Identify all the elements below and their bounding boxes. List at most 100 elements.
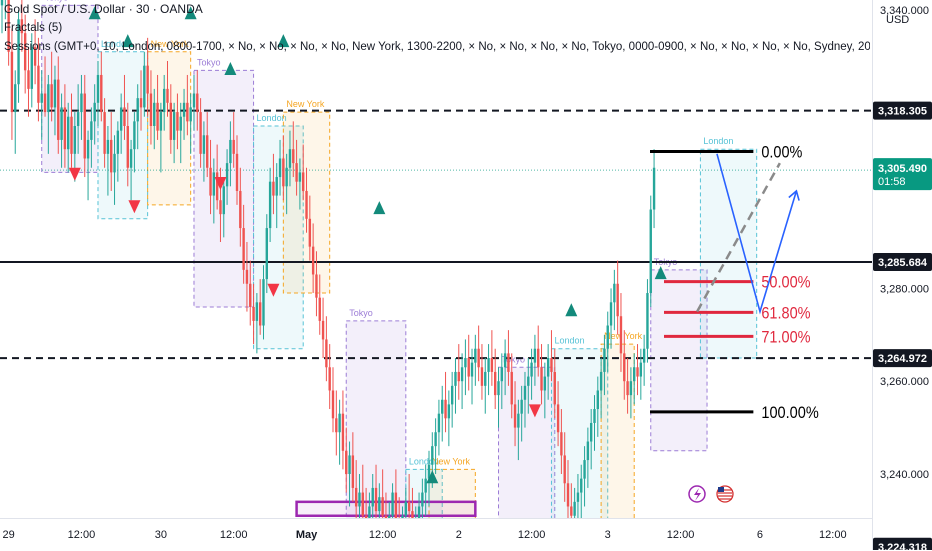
candle-body [517,413,520,428]
session-label: London [409,456,439,466]
candle-body [480,367,484,386]
candle-body [328,367,331,391]
session-box [600,343,635,540]
candle-body [441,399,444,414]
candle-body [318,297,321,321]
session-label: London [554,336,584,346]
candle-body [90,121,93,140]
candle-body [530,362,533,377]
candle-body [371,487,374,507]
candle-body [315,274,318,298]
candle-body [189,107,192,122]
candle-body [272,181,275,196]
candle-body [593,409,596,423]
candle-body [421,492,424,507]
candle-body [500,367,504,382]
candle-body [10,51,14,113]
candle-body [381,497,384,516]
candle-body [606,325,609,349]
candle-body [447,404,451,419]
fractal-up-marker [88,6,101,20]
candle-body [219,200,222,215]
candle-body [235,153,239,191]
candle-body [27,70,30,89]
candle-body [262,279,265,326]
candle-body [80,93,83,113]
candle-body [225,163,229,187]
candle-body [113,153,116,173]
candle-body [119,107,123,131]
candle-body [172,112,176,140]
candle-body [361,492,364,516]
candle-body [613,283,616,303]
candle-body [527,376,530,386]
candle-body [434,432,437,447]
candle-body [609,302,613,326]
fractal-up-marker [373,201,386,215]
projection-path [716,153,798,315]
candle-body [106,139,110,154]
session-box [253,125,304,350]
candle-body [533,348,537,363]
candle-body [341,413,345,451]
candle-body [603,348,606,372]
candles [0,0,656,550]
candle-body [20,19,24,34]
candle-body [351,455,355,488]
fractal-up-marker [565,303,578,317]
event-icons [688,485,734,503]
candle-body [394,492,398,521]
candle-body [33,47,37,66]
candle-body [493,371,497,396]
session-label: Tokyo [502,354,526,364]
candle-body [510,371,513,405]
candle-body [76,112,80,126]
candle-body [136,98,139,122]
candle-body [368,506,371,526]
candle-body [450,385,454,405]
candle-body [642,348,646,363]
candle-body [626,381,629,396]
candle-body [576,492,580,502]
candle-body [53,79,57,108]
candle-body [325,339,328,368]
candle-body [556,404,560,433]
candle-body [232,139,235,154]
candle-body [162,88,166,113]
candle-body [123,107,126,126]
candle-body [23,33,27,71]
candle-body [305,190,308,219]
fractals-indicator-label[interactable]: Fractals (5) [4,22,63,34]
candle-body [649,209,652,294]
candle-body [100,74,103,113]
candle-body [633,367,636,382]
sessions-indicator-label[interactable]: Sessions (GMT+0, 10, London, 0800-1700, … [4,41,870,53]
candle-body [67,116,70,150]
fractal-up-marker [184,6,197,20]
candle-body [338,413,341,433]
currency-label[interactable]: USD [886,14,910,26]
candle-body [93,102,96,122]
time-axis[interactable] [0,518,872,551]
candle-body [169,102,173,140]
candle-body [636,367,639,377]
candle-body [586,441,590,461]
candle-body [417,506,421,521]
candle-body [0,0,4,6]
candle-body [457,371,460,382]
session-label: London [257,113,287,123]
candle-body [470,362,474,377]
candle-body [73,126,77,154]
session-label: New York [151,39,190,49]
candle-body [407,501,411,512]
candle-body [242,228,245,270]
fib-level-label: 100.00% [761,403,818,422]
session-label: London [703,136,733,146]
candle-body [176,112,179,131]
price-axis[interactable] [872,0,932,550]
candle-body [507,353,510,372]
candle-body [182,102,186,117]
candle-body [308,218,312,247]
fractals [68,6,667,484]
